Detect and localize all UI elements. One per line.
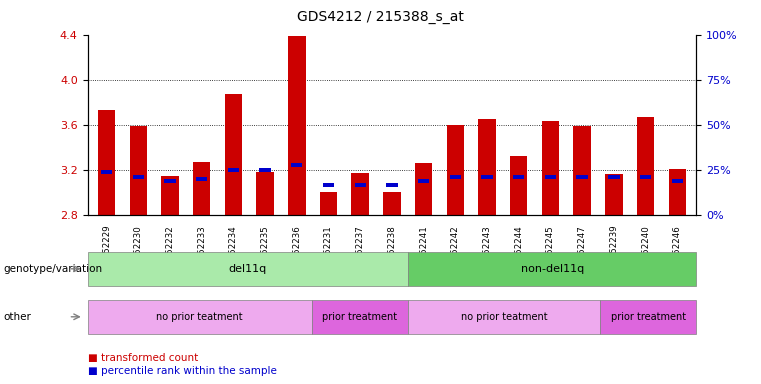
Bar	[482, 175, 492, 179]
Bar	[577, 175, 587, 179]
Bar	[605, 174, 622, 215]
Text: ■ transformed count: ■ transformed count	[88, 353, 198, 363]
Bar	[450, 175, 461, 179]
Bar	[260, 168, 271, 172]
Text: no prior teatment: no prior teatment	[156, 312, 243, 322]
Bar	[196, 177, 207, 181]
Bar	[513, 175, 524, 179]
Text: del11q: del11q	[228, 264, 267, 274]
Text: genotype/variation: genotype/variation	[4, 264, 103, 274]
Bar	[323, 183, 334, 187]
Bar	[161, 175, 179, 215]
Text: non-del11q: non-del11q	[521, 264, 584, 274]
Bar	[510, 156, 527, 215]
Bar	[101, 170, 112, 174]
Bar	[608, 175, 619, 179]
Bar	[88, 300, 312, 334]
Bar	[193, 162, 210, 215]
Bar	[224, 94, 242, 215]
Text: prior treatment: prior treatment	[610, 312, 686, 322]
Bar	[384, 192, 400, 215]
Bar	[129, 126, 147, 215]
Text: ■ percentile rank within the sample: ■ percentile rank within the sample	[88, 366, 276, 376]
Bar	[479, 119, 495, 215]
Text: GDS4212 / 215388_s_at: GDS4212 / 215388_s_at	[297, 10, 464, 23]
Text: no prior teatment: no prior teatment	[460, 312, 547, 322]
Bar	[387, 183, 397, 187]
Bar	[637, 117, 654, 215]
Bar	[355, 183, 366, 187]
Bar	[418, 179, 429, 183]
Bar	[256, 172, 274, 215]
Bar	[98, 110, 115, 215]
Bar	[600, 300, 696, 334]
Bar	[545, 175, 556, 179]
Bar	[447, 125, 464, 215]
Bar	[228, 168, 239, 172]
Bar	[132, 175, 144, 179]
Bar	[640, 175, 651, 179]
Bar	[288, 36, 305, 215]
Bar	[574, 126, 591, 215]
Bar	[88, 252, 408, 286]
Bar	[669, 169, 686, 215]
Bar	[164, 179, 176, 183]
Text: other: other	[4, 312, 32, 322]
Bar	[312, 300, 408, 334]
Bar	[408, 252, 696, 286]
Bar	[408, 300, 600, 334]
Bar	[291, 164, 302, 167]
Text: prior treatment: prior treatment	[323, 312, 397, 322]
Bar	[320, 192, 337, 215]
Bar	[352, 173, 369, 215]
Bar	[672, 179, 683, 183]
Bar	[542, 121, 559, 215]
Bar	[415, 163, 432, 215]
